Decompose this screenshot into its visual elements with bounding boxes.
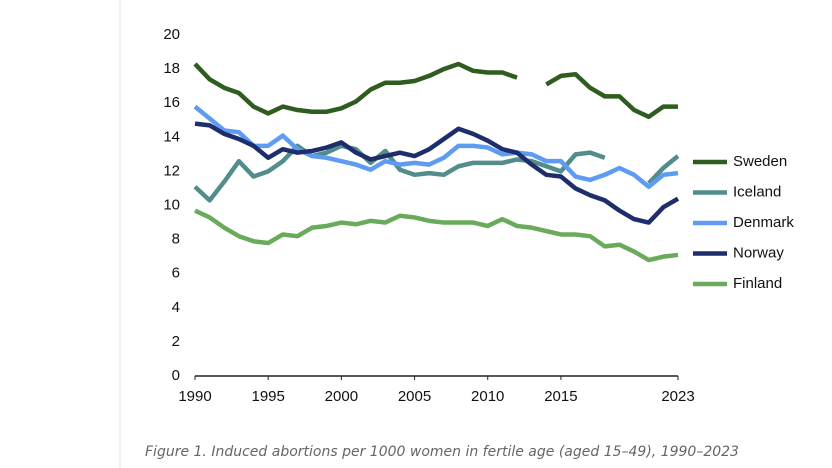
figure-caption: Figure 1. Induced abortions per 1000 wom…	[145, 444, 739, 460]
y-tick-label: 6	[172, 265, 180, 282]
series-line	[193, 143, 680, 203]
legend-label: Iceland	[733, 183, 781, 200]
x-tick-label: 2023	[661, 388, 694, 405]
x-tick-label: 2000	[325, 388, 358, 405]
series-line	[194, 208, 679, 263]
y-tick-label: 16	[163, 94, 180, 111]
x-tick-label: 2005	[398, 388, 431, 405]
y-tick-label: 20	[163, 26, 180, 43]
series-line	[193, 61, 678, 120]
y-tick-label: 8	[172, 231, 180, 248]
y-tick-label: 18	[163, 60, 180, 77]
legend-label: Finland	[733, 275, 782, 292]
x-tick-label: 2010	[471, 388, 504, 405]
y-tick-label: 0	[172, 367, 180, 384]
legend-label: Denmark	[733, 214, 794, 231]
y-tick-label: 4	[172, 299, 180, 316]
series-line	[193, 104, 679, 189]
legend-label: Sweden	[733, 153, 787, 170]
y-tick-label: 14	[163, 128, 180, 145]
x-tick-label: 1995	[251, 388, 284, 405]
series-line	[194, 121, 680, 225]
x-tick-label: 1990	[178, 388, 211, 405]
y-tick-label: 10	[163, 196, 180, 213]
y-tick-label: 2	[172, 333, 180, 350]
legend-label: Norway	[733, 244, 784, 261]
x-tick-label: 2015	[544, 388, 577, 405]
y-tick-label: 12	[163, 162, 180, 179]
